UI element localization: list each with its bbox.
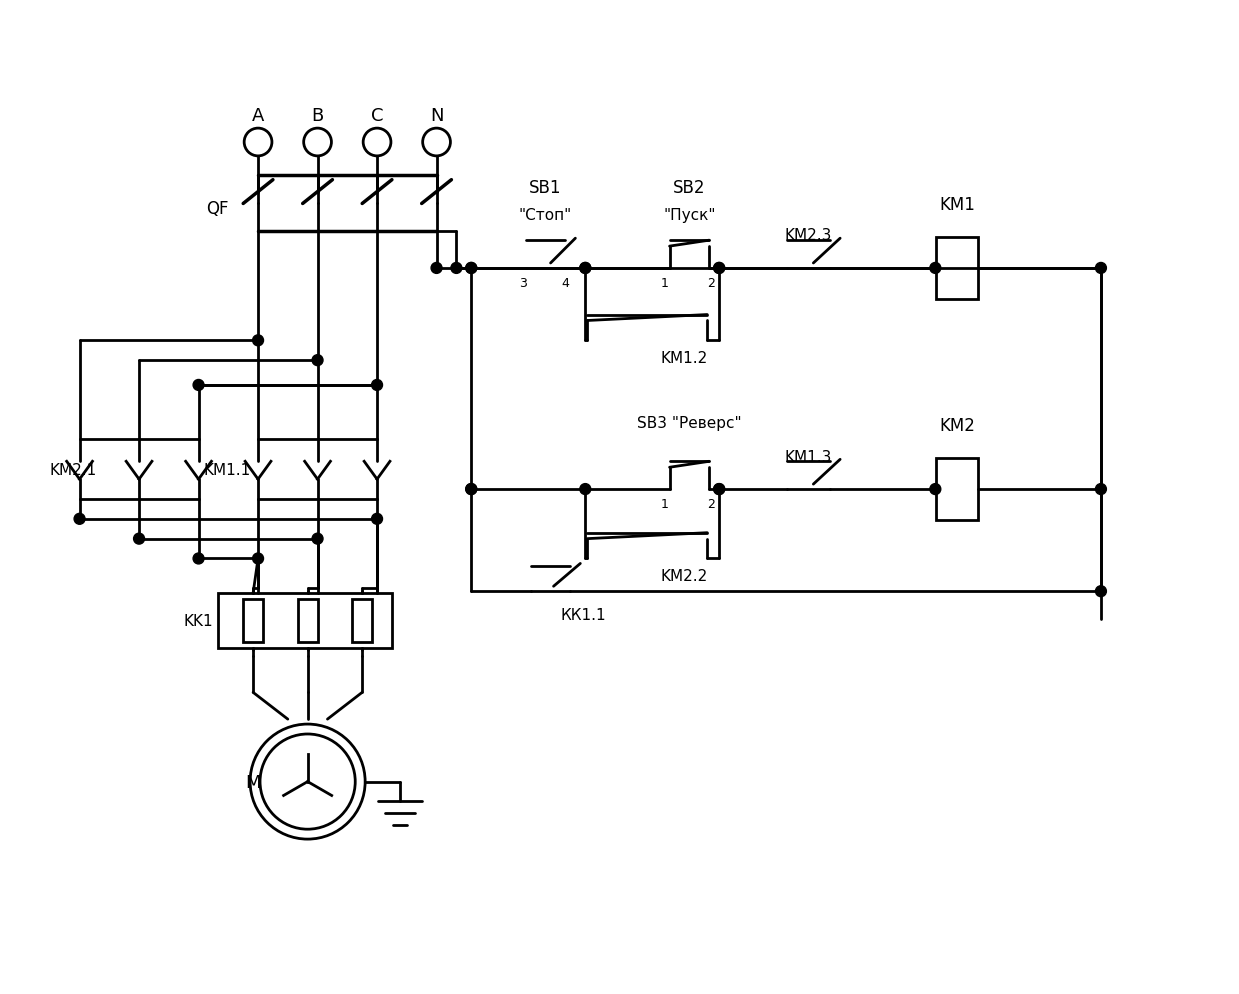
- Text: B: B: [311, 107, 323, 125]
- Text: KM2: KM2: [939, 416, 975, 434]
- Text: A: A: [252, 107, 264, 125]
- Circle shape: [253, 554, 264, 565]
- Circle shape: [930, 484, 940, 495]
- Text: KM1: KM1: [939, 196, 975, 215]
- Bar: [243, 599, 263, 642]
- Text: "Стоп": "Стоп": [519, 208, 572, 223]
- Circle shape: [451, 263, 462, 274]
- Circle shape: [714, 263, 725, 274]
- Circle shape: [372, 514, 383, 525]
- Text: КК1.1: КК1.1: [560, 608, 606, 623]
- Text: 3: 3: [519, 277, 527, 290]
- Circle shape: [466, 484, 477, 495]
- Circle shape: [580, 263, 591, 274]
- Text: C: C: [370, 107, 383, 125]
- Text: N: N: [430, 107, 444, 125]
- Text: "Пуск": "Пуск": [663, 208, 716, 223]
- Text: M: M: [245, 772, 261, 791]
- Text: KM1.3: KM1.3: [784, 449, 833, 464]
- Circle shape: [372, 380, 383, 391]
- Circle shape: [930, 263, 940, 274]
- Circle shape: [253, 336, 264, 347]
- Text: KM1.1: KM1.1: [203, 462, 250, 477]
- Text: KM2.1: KM2.1: [50, 462, 97, 477]
- Circle shape: [1095, 484, 1106, 495]
- Text: QF: QF: [206, 200, 228, 219]
- Text: SB2: SB2: [673, 179, 706, 197]
- Circle shape: [431, 263, 442, 274]
- Circle shape: [466, 263, 477, 274]
- Circle shape: [714, 484, 725, 495]
- Circle shape: [714, 263, 725, 274]
- Circle shape: [312, 534, 323, 545]
- Text: KM1.2: KM1.2: [660, 350, 707, 366]
- Circle shape: [193, 554, 204, 565]
- Text: KM2.2: KM2.2: [660, 569, 707, 583]
- Bar: [937, 238, 978, 299]
- Bar: [352, 599, 372, 642]
- Circle shape: [580, 484, 591, 495]
- Circle shape: [1095, 263, 1106, 274]
- Text: 1: 1: [660, 277, 669, 290]
- Text: SB3 "Реверс": SB3 "Реверс": [637, 415, 742, 430]
- Circle shape: [466, 263, 477, 274]
- Circle shape: [193, 380, 204, 391]
- Text: KM2.3: KM2.3: [784, 228, 833, 243]
- Bar: [218, 593, 392, 648]
- Bar: [297, 599, 317, 642]
- Circle shape: [714, 484, 725, 495]
- Circle shape: [580, 263, 591, 274]
- Text: 2: 2: [707, 498, 715, 511]
- Circle shape: [466, 484, 477, 495]
- Text: SB1: SB1: [529, 179, 561, 197]
- Text: 2: 2: [707, 277, 715, 290]
- Text: 1: 1: [660, 498, 669, 511]
- Circle shape: [134, 534, 145, 545]
- Circle shape: [312, 355, 323, 366]
- Text: 4: 4: [561, 277, 570, 290]
- Text: KK1: KK1: [183, 614, 213, 629]
- Bar: [937, 459, 978, 520]
- Circle shape: [1095, 586, 1106, 597]
- Circle shape: [74, 514, 85, 525]
